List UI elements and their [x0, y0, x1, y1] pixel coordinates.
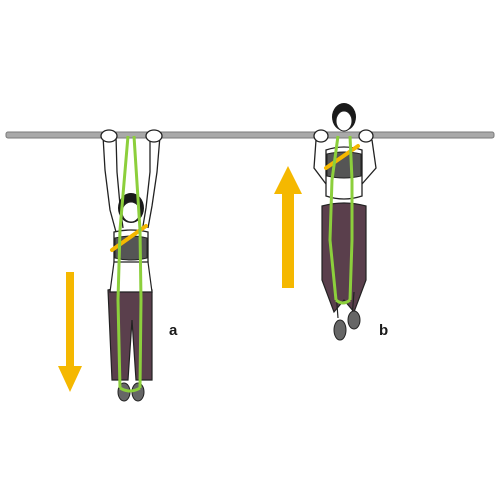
up-arrow-icon — [274, 166, 302, 288]
label-b: b — [379, 322, 389, 339]
figure-b-leggings — [321, 202, 367, 314]
figure-a-hanging — [100, 129, 163, 402]
label-a: a — [169, 322, 178, 339]
down-arrow-icon — [58, 272, 82, 392]
pull-up-bar — [5, 131, 495, 139]
figure-b-band — [328, 135, 340, 301]
figure-a-leggings — [107, 286, 153, 381]
figure-b-pulled-up — [313, 103, 377, 341]
figure-a-band — [116, 135, 130, 389]
